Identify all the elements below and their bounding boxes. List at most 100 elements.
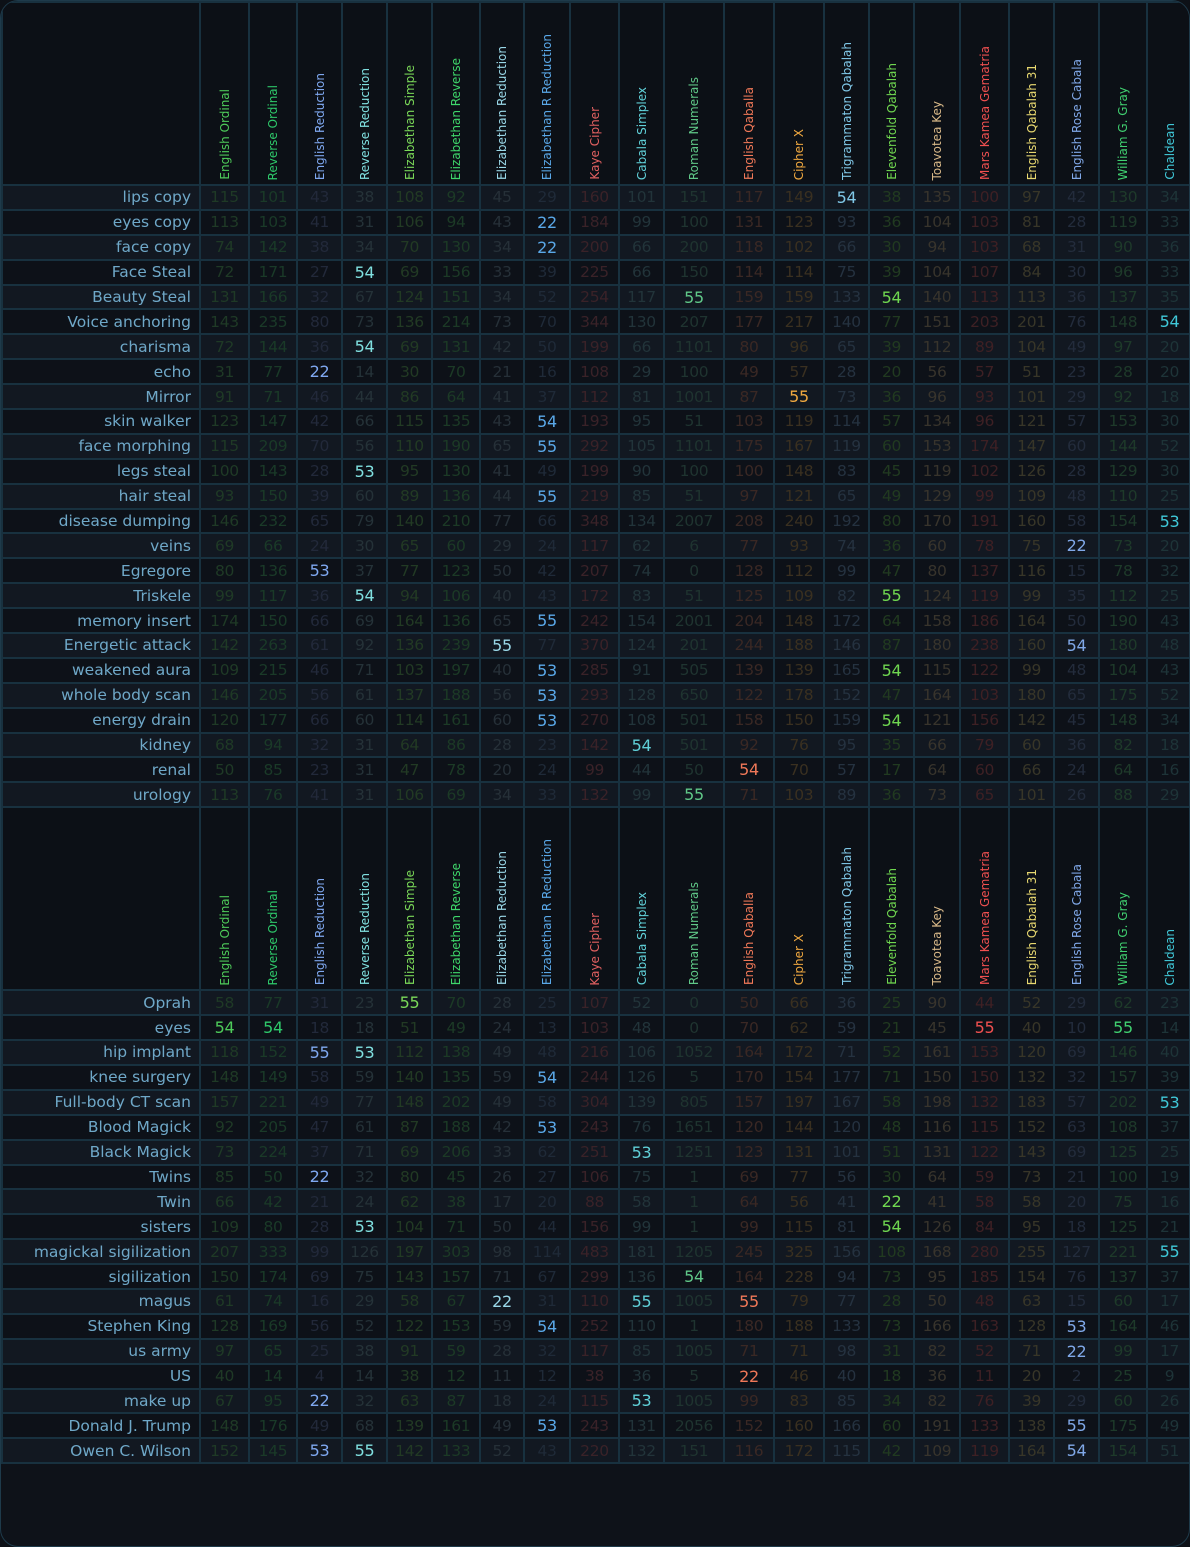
value-cell[interactable]: 115 <box>199 184 250 211</box>
highlighted-value-cell[interactable]: 54 <box>868 656 915 684</box>
value-cell[interactable]: 17 <box>479 1188 525 1216</box>
value-cell[interactable]: 74 <box>248 1287 298 1315</box>
value-cell[interactable]: 19 <box>1146 1163 1189 1191</box>
value-cell[interactable]: 131 <box>199 283 250 311</box>
value-cell[interactable]: 37 <box>296 1138 343 1166</box>
value-cell[interactable]: 167 <box>773 432 825 460</box>
value-cell[interactable]: 140 <box>386 1063 433 1091</box>
value-cell[interactable]: 1 <box>663 1163 725 1191</box>
highlighted-value-cell[interactable]: 22 <box>1053 1337 1100 1365</box>
value-cell[interactable]: 95 <box>1008 1213 1055 1241</box>
value-cell[interactable]: 69 <box>431 781 481 809</box>
value-cell[interactable]: 41 <box>479 457 525 485</box>
value-cell[interactable]: 69 <box>386 258 433 286</box>
value-cell[interactable]: 24 <box>341 1188 388 1216</box>
value-cell[interactable]: 5 <box>663 1063 725 1091</box>
value-cell[interactable]: 59 <box>431 1337 481 1365</box>
value-cell[interactable]: 103 <box>386 656 433 684</box>
value-cell[interactable]: 31 <box>523 1287 571 1315</box>
value-cell[interactable]: 129 <box>1098 457 1148 485</box>
value-cell[interactable]: 58 <box>386 1287 433 1315</box>
highlighted-value-cell[interactable]: 55 <box>868 582 915 610</box>
value-cell[interactable]: 98 <box>479 1238 525 1266</box>
value-cell[interactable]: 113 <box>1008 283 1055 311</box>
value-cell[interactable]: 73 <box>868 1312 915 1340</box>
highlighted-value-cell[interactable]: 53 <box>618 1387 665 1415</box>
value-cell[interactable]: 87 <box>868 632 915 659</box>
value-cell[interactable]: 44 <box>618 756 665 784</box>
value-cell[interactable]: 73 <box>1008 1163 1055 1191</box>
value-cell[interactable]: 77 <box>723 532 775 560</box>
value-cell[interactable]: 44 <box>523 1213 571 1241</box>
value-cell[interactable]: 40 <box>823 1362 870 1390</box>
value-cell[interactable]: 120 <box>723 1113 775 1141</box>
value-cell[interactable]: 12 <box>431 1362 481 1390</box>
value-cell[interactable]: 153 <box>913 432 961 460</box>
phrase-label[interactable]: kidney <box>1 731 201 759</box>
value-cell[interactable]: 11 <box>959 1362 1010 1390</box>
value-cell[interactable]: 66 <box>296 706 343 734</box>
value-cell[interactable]: 99 <box>199 582 250 610</box>
value-cell[interactable]: 200 <box>663 233 725 261</box>
value-cell[interactable]: 47 <box>386 756 433 784</box>
value-cell[interactable]: 33 <box>479 1138 525 1166</box>
value-cell[interactable]: 232 <box>248 507 298 535</box>
value-cell[interactable]: 121 <box>1008 408 1055 435</box>
value-cell[interactable]: 39 <box>868 333 915 361</box>
value-cell[interactable]: 31 <box>341 731 388 759</box>
value-cell[interactable]: 70 <box>431 989 481 1017</box>
value-cell[interactable]: 58 <box>868 1088 915 1116</box>
value-cell[interactable]: 80 <box>248 1213 298 1241</box>
value-cell[interactable]: 32 <box>341 1163 388 1191</box>
value-cell[interactable]: 254 <box>569 283 620 311</box>
value-cell[interactable]: 126 <box>341 1238 388 1266</box>
cipher-column-header[interactable]: Kaye Cipher <box>569 806 620 992</box>
value-cell[interactable]: 191 <box>913 1412 961 1440</box>
value-cell[interactable]: 11 <box>479 1362 525 1390</box>
value-cell[interactable]: 64 <box>1098 756 1148 784</box>
highlighted-value-cell[interactable]: 55 <box>523 607 571 635</box>
highlighted-value-cell[interactable]: 22 <box>1053 532 1100 560</box>
value-cell[interactable]: 59 <box>341 1063 388 1091</box>
phrase-label[interactable]: face copy <box>1 233 201 261</box>
value-cell[interactable]: 66 <box>1008 756 1055 784</box>
value-cell[interactable]: 160 <box>773 1412 825 1440</box>
value-cell[interactable]: 79 <box>341 507 388 535</box>
value-cell[interactable]: 263 <box>248 632 298 659</box>
cipher-column-header[interactable]: English Qabalah 31 <box>1008 1 1055 186</box>
value-cell[interactable]: 190 <box>431 432 481 460</box>
highlighted-value-cell[interactable]: 54 <box>823 184 870 211</box>
value-cell[interactable]: 164 <box>1098 1312 1148 1340</box>
phrase-label[interactable]: weakened aura <box>1 656 201 684</box>
value-cell[interactable]: 28 <box>479 731 525 759</box>
value-cell[interactable]: 505 <box>663 656 725 684</box>
value-cell[interactable]: 1251 <box>663 1138 725 1166</box>
value-cell[interactable]: 124 <box>618 632 665 659</box>
value-cell[interactable]: 205 <box>248 1113 298 1141</box>
phrase-label[interactable]: eyes <box>1 1014 201 1042</box>
value-cell[interactable]: 15 <box>1053 1287 1100 1315</box>
value-cell[interactable]: 146 <box>199 507 250 535</box>
value-cell[interactable]: 108 <box>618 706 665 734</box>
value-cell[interactable]: 18 <box>296 1014 343 1042</box>
value-cell[interactable]: 31 <box>341 756 388 784</box>
value-cell[interactable]: 71 <box>868 1063 915 1091</box>
value-cell[interactable]: 128 <box>199 1312 250 1340</box>
value-cell[interactable]: 71 <box>341 656 388 684</box>
value-cell[interactable]: 78 <box>1098 557 1148 585</box>
value-cell[interactable]: 89 <box>386 482 433 510</box>
value-cell[interactable]: 66 <box>248 532 298 560</box>
phrase-label[interactable]: whole body scan <box>1 681 201 709</box>
cipher-column-header[interactable]: Cabala Simplex <box>618 1 665 186</box>
value-cell[interactable]: 119 <box>823 432 870 460</box>
value-cell[interactable]: 180 <box>723 1312 775 1340</box>
value-cell[interactable]: 149 <box>248 1063 298 1091</box>
value-cell[interactable]: 52 <box>341 1312 388 1340</box>
value-cell[interactable]: 56 <box>296 1312 343 1340</box>
value-cell[interactable]: 1101 <box>663 333 725 361</box>
value-cell[interactable]: 124 <box>386 283 433 311</box>
value-cell[interactable]: 207 <box>199 1238 250 1266</box>
value-cell[interactable]: 224 <box>248 1138 298 1166</box>
value-cell[interactable]: 161 <box>431 706 481 734</box>
value-cell[interactable]: 62 <box>618 532 665 560</box>
